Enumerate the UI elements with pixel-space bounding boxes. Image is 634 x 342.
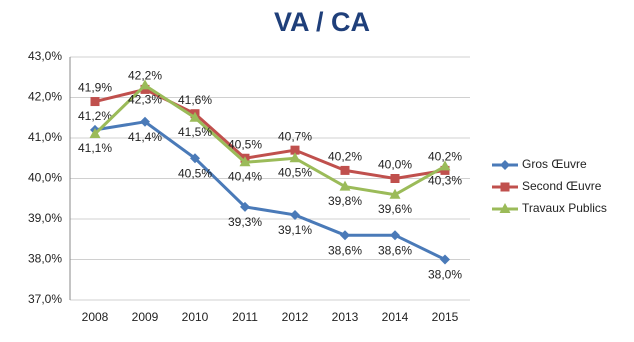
data-label: 40,2%: [328, 150, 362, 164]
data-label: 41,6%: [178, 93, 212, 107]
data-point: [439, 160, 451, 171]
data-label: 41,5%: [178, 125, 212, 139]
x-tick-label: 2010: [182, 310, 209, 324]
y-tick-label: 37,0%: [28, 292, 62, 306]
data-label: 42,3%: [128, 93, 162, 107]
data-label: 40,5%: [278, 165, 312, 179]
x-tick-label: 2011: [232, 310, 258, 324]
data-point: [139, 79, 151, 90]
data-point: [389, 188, 401, 199]
y-tick-label: 41,0%: [28, 130, 62, 144]
data-label: 41,4%: [128, 130, 162, 144]
data-point: [140, 84, 150, 94]
data-point: [290, 209, 300, 220]
data-point: [440, 254, 450, 265]
data-point: [339, 180, 351, 191]
data-label: 40,5%: [228, 137, 262, 151]
data-point: [89, 127, 101, 138]
legend-label: Gros Œuvre: [522, 157, 587, 171]
data-label: 40,3%: [428, 174, 462, 188]
data-label: 39,1%: [278, 223, 312, 237]
data-label: 41,2%: [78, 109, 112, 123]
data-label: 38,6%: [328, 243, 362, 257]
data-label: 40,4%: [228, 169, 262, 183]
data-label: 40,7%: [278, 129, 312, 143]
x-tick-label: 2014: [382, 310, 409, 324]
data-point: [390, 230, 400, 241]
series-line: [94, 120, 446, 261]
data-label: 40,2%: [428, 150, 462, 164]
chart-title: VA / CA: [274, 7, 370, 37]
y-tick-label: 38,0%: [28, 252, 62, 266]
data-label: 40,0%: [378, 158, 412, 172]
data-label: 42,2%: [128, 69, 162, 83]
y-tick-label: 39,0%: [28, 211, 62, 225]
data-label: 41,9%: [78, 81, 112, 95]
series-line: [94, 87, 446, 181]
data-point: [140, 116, 150, 127]
y-tick-label: 40,0%: [28, 171, 62, 185]
data-label: 41,1%: [78, 141, 112, 155]
data-label: 40,5%: [178, 166, 212, 180]
legend-marker: [500, 160, 510, 170]
data-label: 38,6%: [378, 243, 412, 257]
data-point: [240, 201, 250, 212]
data-point: [340, 165, 350, 175]
legend-marker: [499, 203, 511, 213]
data-label: 39,8%: [328, 194, 362, 208]
x-tick-label: 2013: [332, 310, 359, 324]
data-point: [340, 230, 350, 241]
legend-marker: [500, 182, 510, 192]
data-label: 38,0%: [428, 268, 462, 282]
legend-label: Travaux Publics: [522, 201, 607, 215]
data-point: [239, 156, 251, 167]
x-tick-label: 2015: [432, 310, 459, 324]
x-tick-label: 2008: [82, 310, 109, 324]
data-point: [440, 165, 450, 175]
data-point: [189, 111, 201, 122]
data-point: [289, 152, 301, 163]
data-point: [390, 174, 400, 183]
series-line: [93, 83, 446, 197]
x-tick-label: 2009: [132, 310, 159, 324]
y-tick-label: 43,0%: [28, 49, 62, 63]
x-tick-label: 2012: [282, 310, 309, 324]
data-point: [190, 153, 200, 164]
data-label: 39,3%: [228, 215, 262, 229]
legend-label: Second Œuvre: [522, 179, 602, 193]
data-label: 39,6%: [378, 202, 412, 216]
data-point: [90, 97, 100, 107]
y-tick-label: 42,0%: [28, 90, 62, 104]
data-point: [290, 145, 300, 155]
